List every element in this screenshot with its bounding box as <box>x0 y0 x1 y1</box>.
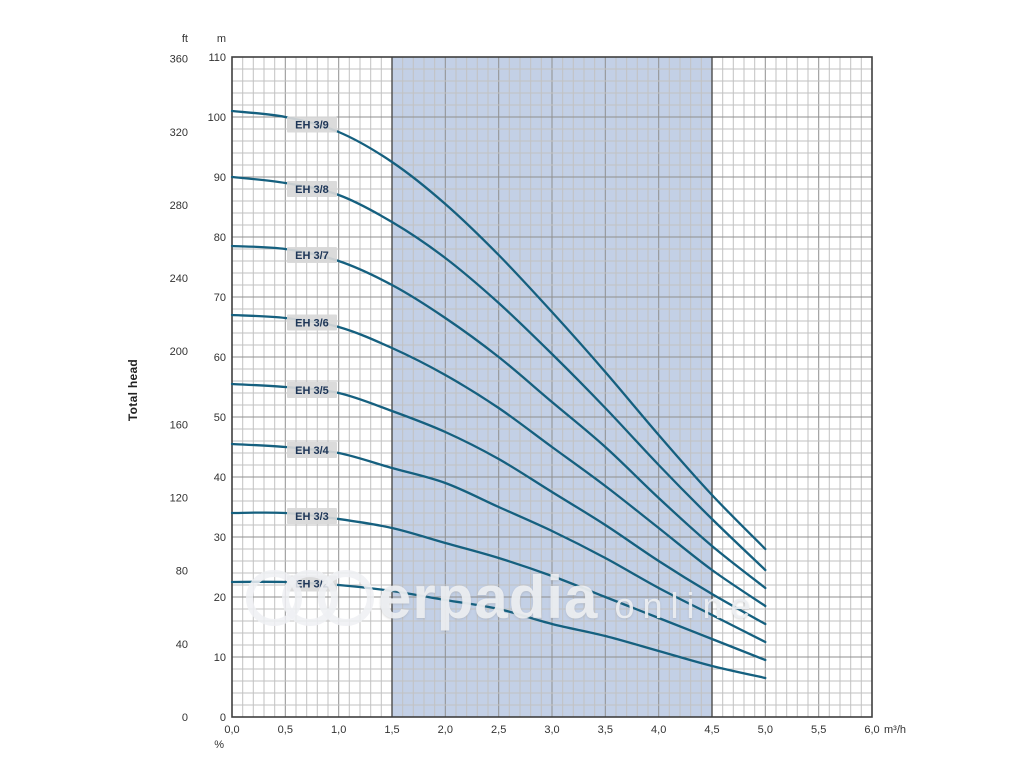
curve-label-EH-3-6: EH 3/6 <box>295 318 329 330</box>
efficiency-axis-label: % <box>214 739 224 751</box>
flow-axis-unit: m³/h <box>884 724 906 736</box>
ft-tick-label: 160 <box>170 419 188 431</box>
curve-label-EH-3-4: EH 3/4 <box>295 445 330 457</box>
curve-label-chip <box>287 508 337 524</box>
ft-tick-label: 40 <box>176 639 188 651</box>
flow-tick-label: 3,0 <box>544 724 559 736</box>
m-tick-label: 100 <box>208 112 226 124</box>
curve-label-EH-3-2: EH 3/2 <box>295 579 329 591</box>
curve-label-chip <box>287 442 337 458</box>
curve-label-chip <box>287 181 337 197</box>
ft-axis-unit: ft <box>182 33 188 45</box>
flow-tick-label: 2,5 <box>491 724 506 736</box>
m-tick-label: 60 <box>214 352 226 364</box>
flow-tick-label: 2,0 <box>438 724 453 736</box>
m-axis-unit: m <box>217 33 226 45</box>
curve-label-chip <box>287 382 337 398</box>
y-axis-title: Total head <box>126 359 140 421</box>
curve-label-EH-3-7: EH 3/7 <box>295 250 329 262</box>
ft-tick-label: 240 <box>170 273 188 285</box>
plot-frame-layer <box>231 56 873 718</box>
flow-tick-label: 5,5 <box>811 724 826 736</box>
ft-tick-label: 360 <box>170 54 188 66</box>
m-tick-label: 70 <box>214 292 226 304</box>
flow-tick-label: 1,5 <box>384 724 399 736</box>
m-tick-label: 20 <box>214 592 226 604</box>
ft-tick-label: 80 <box>176 566 188 578</box>
flow-tick-label: 4,0 <box>651 724 666 736</box>
curve-label-EH-3-3: EH 3/3 <box>295 511 329 523</box>
m-tick-label: 30 <box>214 532 226 544</box>
curve-label-EH-3-5: EH 3/5 <box>295 385 329 397</box>
flow-tick-label: 6,0 <box>864 724 879 736</box>
ft-tick-label: 320 <box>170 127 188 139</box>
ft-tick-label: 280 <box>170 200 188 212</box>
plot-border <box>231 56 873 718</box>
flow-tick-label: 0,0 <box>224 724 239 736</box>
axis-ticks-layer: 0 10 20 30 40 50 60 70 80 90 100 110 0 40 80 120 160 200 2… <box>170 52 880 736</box>
m-tick-label: 80 <box>214 232 226 244</box>
flow-tick-label: 1,0 <box>331 724 346 736</box>
m-tick-label: 50 <box>214 412 226 424</box>
ft-tick-label: 120 <box>170 493 188 505</box>
flow-tick-label: 3,5 <box>598 724 613 736</box>
flow-tick-label: 4,5 <box>704 724 719 736</box>
curve-labels-layer: EH 3/9 EH 3/8 EH 3/7 EH 3/6 EH 3/5 EH 3/4 EH 3… <box>287 116 337 592</box>
curve-label-chip <box>287 116 337 133</box>
flow-tick-label: 5,0 <box>758 724 773 736</box>
curve-label-chip <box>287 314 337 331</box>
m-tick-label: 40 <box>214 472 226 484</box>
m-tick-label: 0 <box>220 712 226 724</box>
curve-label-EH-3-8: EH 3/8 <box>295 184 329 196</box>
m-tick-label: 10 <box>214 652 226 664</box>
m-tick-label: 90 <box>214 172 226 184</box>
m-tick-label: 110 <box>208 52 226 64</box>
flow-tick-label: 0,5 <box>278 724 293 736</box>
curve-label-EH-3-9: EH 3/9 <box>295 120 329 132</box>
curve-label-chip <box>287 247 337 263</box>
ft-tick-label: 0 <box>182 712 188 724</box>
ft-tick-label: 200 <box>170 346 188 358</box>
